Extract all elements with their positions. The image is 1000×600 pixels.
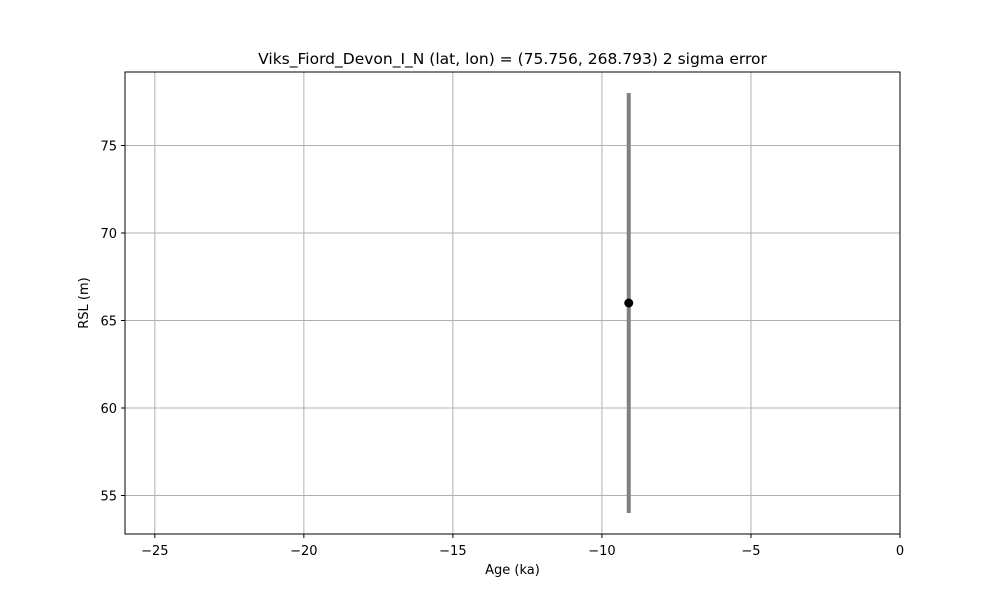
y-tick-label: 75 (100, 140, 117, 155)
x-axis-label: Age (ka) (485, 563, 540, 578)
y-tick-label: 55 (100, 490, 117, 505)
x-tick-label: −5 (741, 544, 760, 559)
chart-title: Viks_Fiord_Devon_I_N (lat, lon) = (75.75… (258, 50, 767, 69)
axis-ticks: −25 −20 −15 −10 −5 0 55 60 65 70 75 (100, 140, 904, 560)
x-tick-label: 0 (896, 544, 904, 559)
data-point (624, 298, 634, 308)
x-tick-label: −15 (439, 544, 466, 559)
plot-frame (124, 71, 901, 535)
y-tick-label: 70 (100, 227, 117, 242)
x-tick-label: −25 (141, 544, 168, 559)
y-tick-label: 60 (100, 402, 117, 417)
data-marks (624, 93, 634, 513)
x-tick-label: −10 (588, 544, 615, 559)
y-tick-label: 65 (100, 315, 117, 330)
y-axis-label: RSL (m) (77, 277, 92, 328)
x-tick-label: −20 (290, 544, 317, 559)
